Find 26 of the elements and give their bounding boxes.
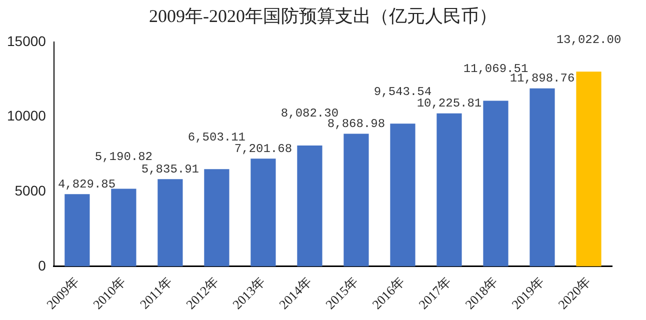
data-label: 13,022.00: [556, 32, 622, 47]
y-tick-label: 5000: [14, 182, 46, 198]
data-label: 10,225.81: [416, 96, 482, 111]
bar: [390, 124, 416, 266]
data-label: 9,543.54: [374, 84, 432, 99]
data-label: 6,503.11: [188, 130, 246, 144]
data-label: 4,829.85: [58, 177, 116, 192]
bar: [204, 169, 230, 266]
bar: [576, 72, 602, 266]
bar: [530, 88, 555, 266]
bar: [64, 194, 90, 266]
bar: [483, 100, 508, 266]
y-tick-label: 10000: [6, 108, 46, 124]
bar: [436, 113, 462, 266]
data-label: 5,190.82: [94, 150, 152, 164]
y-tick-label: 0: [38, 257, 46, 274]
bar: [297, 145, 322, 266]
bar: [344, 134, 369, 266]
data-label: 8,868.98: [327, 116, 386, 131]
y-tick-label: 15000: [6, 32, 46, 49]
bar: [111, 188, 136, 266]
chart-title: 2009年-2020年国防预算支出（亿元人民币）: [148, 5, 498, 28]
bar: [250, 158, 276, 266]
data-label: 5,835.91: [141, 162, 199, 176]
data-label: 7,201.68: [234, 142, 292, 156]
bar: [158, 179, 183, 266]
